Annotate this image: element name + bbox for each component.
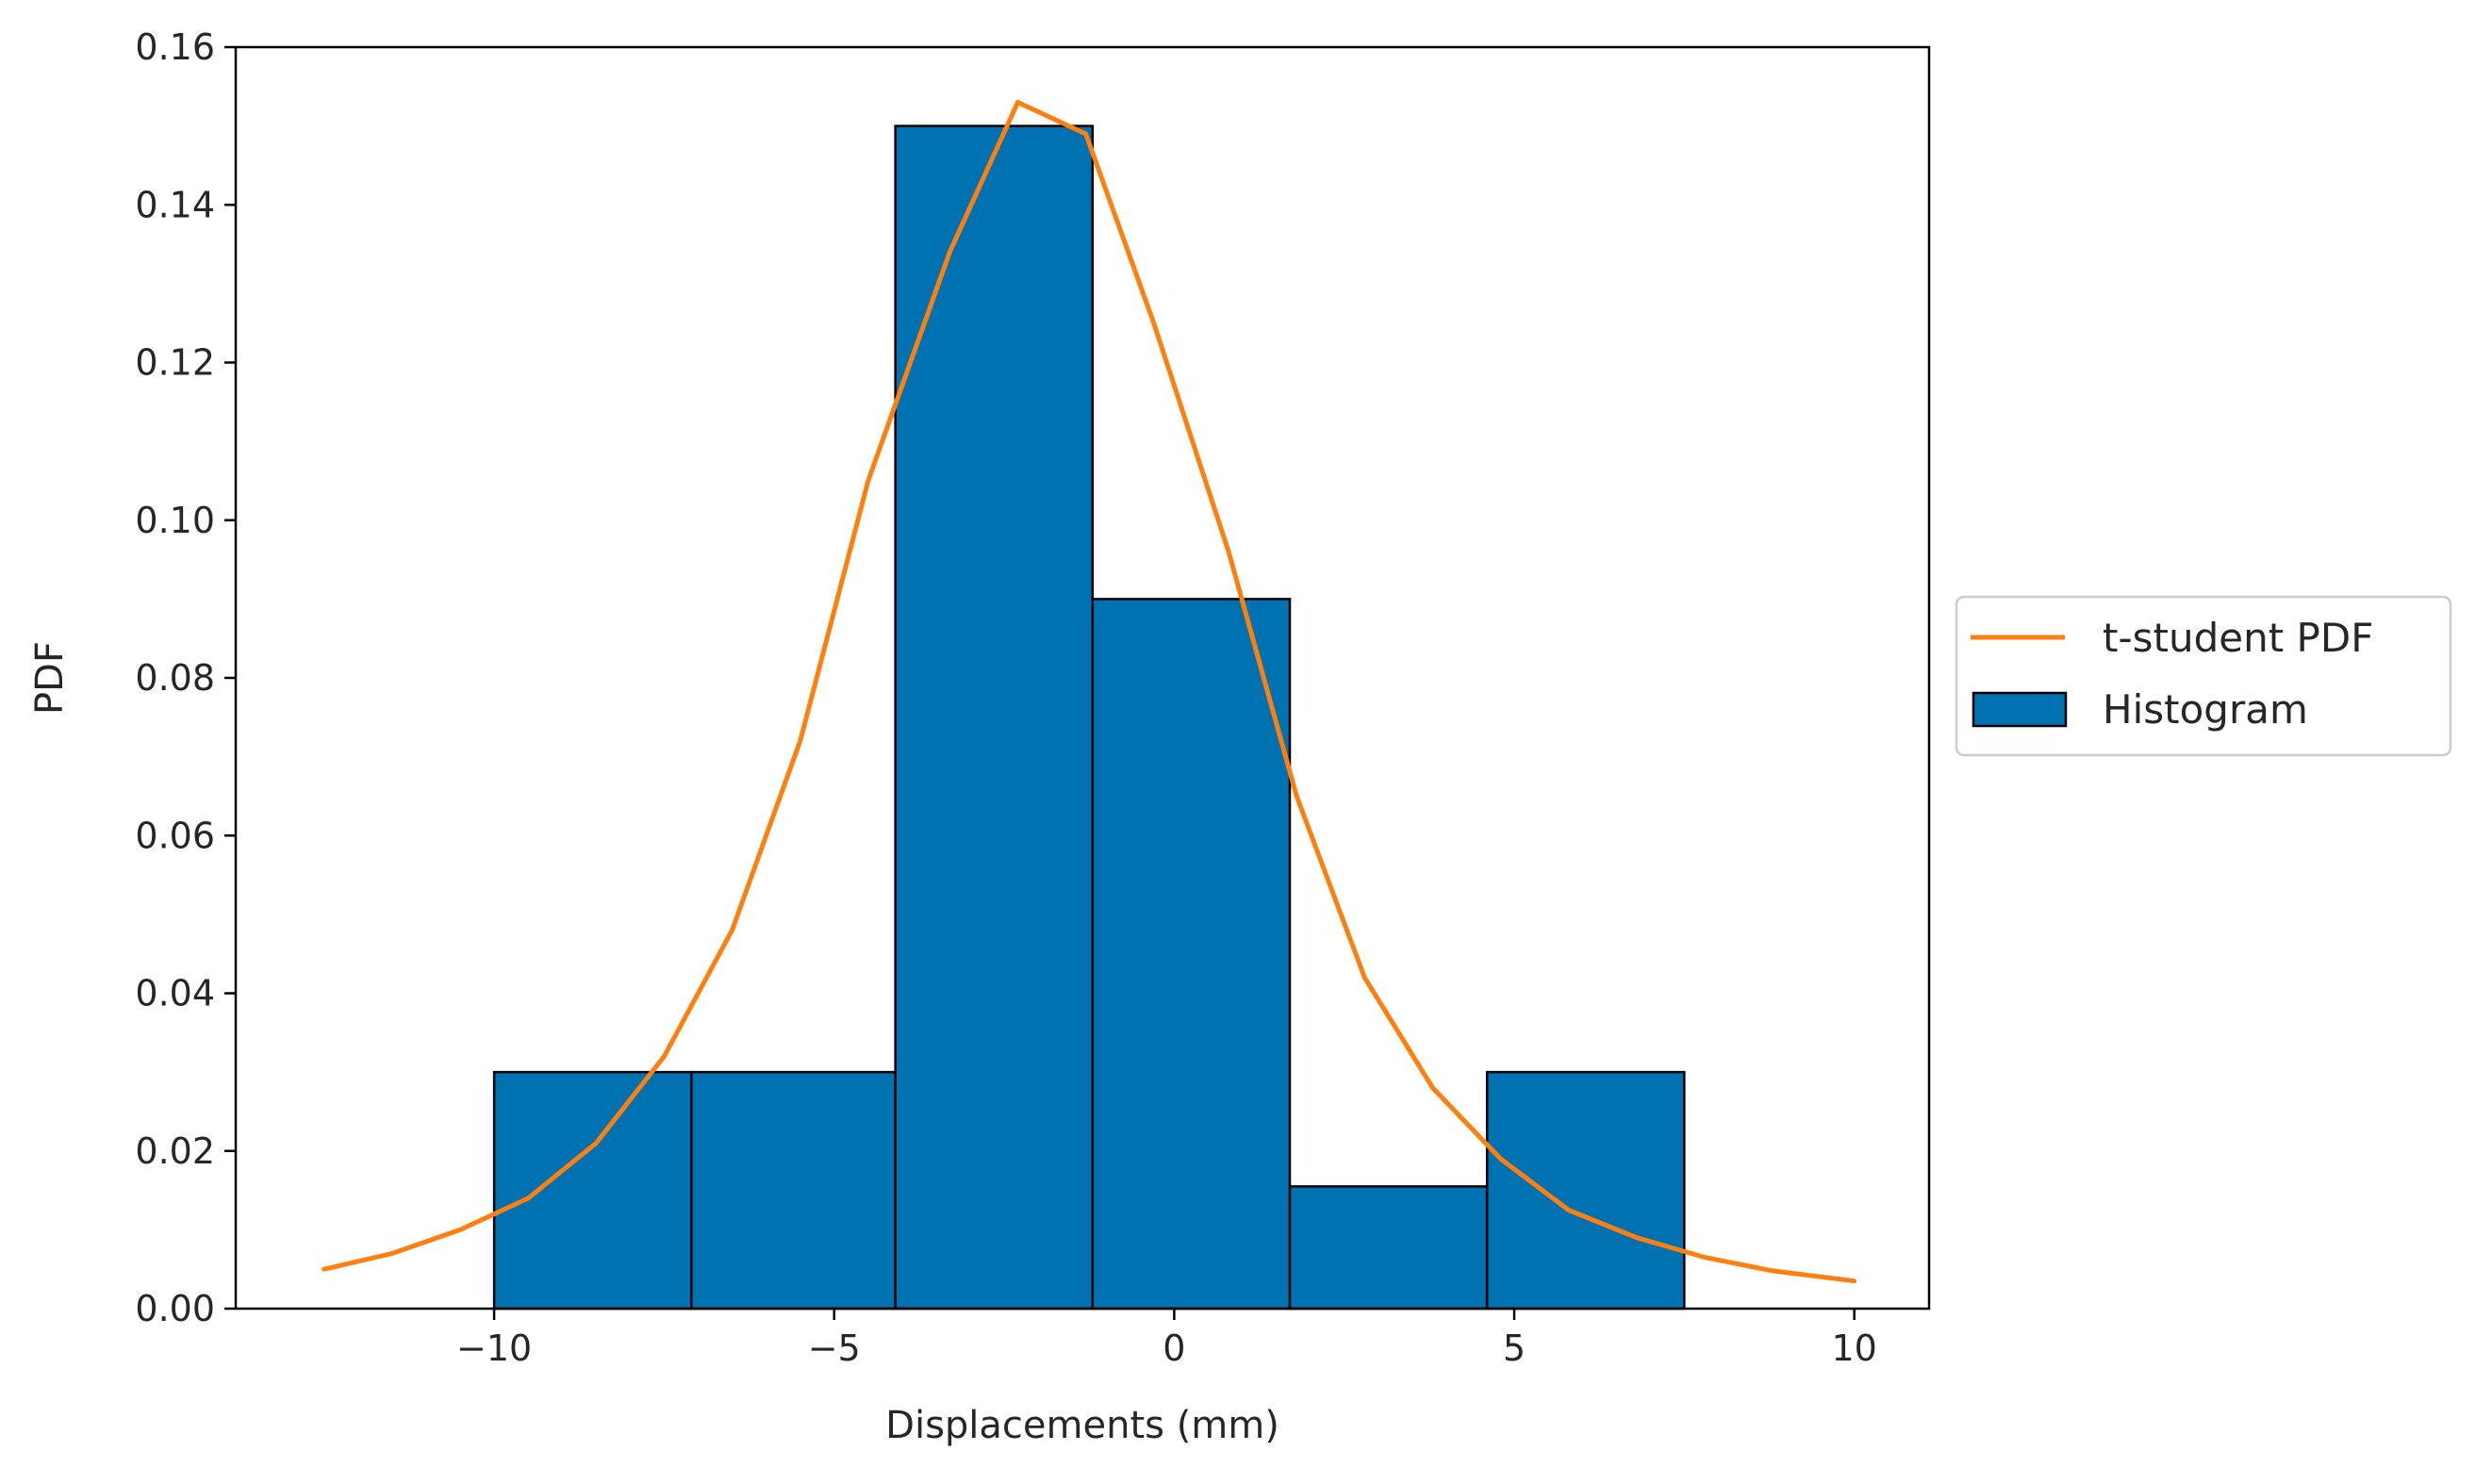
y-axis: 0.00 0.02 0.04 0.06 0.08 0.10 0.12 0.14 0.16	[135, 26, 236, 1329]
x-tick-label-1: −5	[808, 1327, 861, 1369]
y-tick-label-8: 0.16	[135, 26, 215, 68]
y-tick-label-3: 0.06	[135, 815, 215, 856]
tstudent-pdf-line	[322, 100, 1857, 1284]
y-axis-label: PDF	[28, 641, 72, 715]
legend-histogram-swatch	[1972, 691, 2068, 728]
y-tick-label-6: 0.12	[135, 342, 215, 384]
histogram-bars	[492, 124, 1686, 1311]
y-tick-label-1: 0.02	[135, 1130, 215, 1172]
plot-area	[234, 45, 1931, 1311]
y-tick-label-7: 0.14	[135, 184, 215, 225]
histogram-bar-4	[1288, 1185, 1489, 1311]
y-tick-label-2: 0.04	[135, 973, 215, 1014]
y-tick-label-5: 0.10	[135, 500, 215, 541]
x-tick-label-2: 0	[1163, 1327, 1185, 1369]
y-tick-label-0: 0.00	[135, 1288, 215, 1329]
x-tick-label-3: 5	[1503, 1327, 1526, 1369]
y-tick-label-4: 0.08	[135, 657, 215, 699]
histogram-bar-5	[1485, 1070, 1686, 1311]
x-axis-label: Displacements (mm)	[885, 1404, 1279, 1447]
legend: t-student PDF Histogram	[1955, 595, 2452, 757]
histogram-bar-3	[1091, 598, 1292, 1311]
histogram-bar-0	[492, 1070, 693, 1311]
histogram-bar-2	[894, 124, 1095, 1311]
legend-label-histogram: Histogram	[2103, 686, 2308, 733]
legend-label-tstudent: t-student PDF	[2103, 615, 2373, 661]
x-tick-label-0: −10	[456, 1327, 532, 1369]
x-tick-label-4: 10	[1831, 1327, 1876, 1369]
x-axis: −10 −5 0 5 10	[456, 1309, 1877, 1369]
pdf-curve-group	[322, 100, 1857, 1284]
histogram-bar-1	[690, 1070, 897, 1311]
legend-box	[1955, 595, 2452, 757]
